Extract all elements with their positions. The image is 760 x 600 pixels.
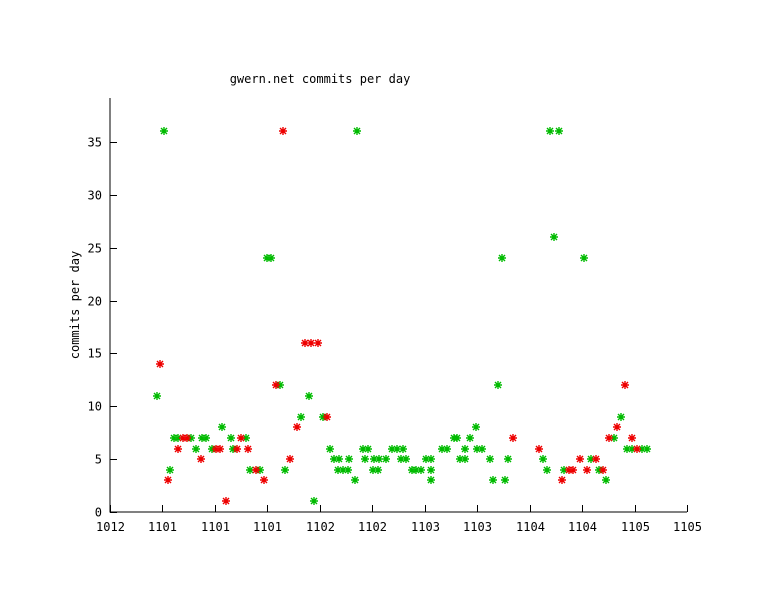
x-tick-label: 1102: [358, 520, 387, 534]
series-red-commits: [156, 127, 641, 505]
y-tick-label: 30: [88, 189, 102, 203]
y-tick-label: 10: [88, 400, 102, 414]
x-tick-label: 1101: [201, 520, 230, 534]
y-tick-label: 15: [88, 347, 102, 361]
x-tick-label: 1104: [516, 520, 545, 534]
x-tick-label: 1103: [463, 520, 492, 534]
chart-title: gwern.net commits per day: [229, 72, 411, 86]
x-tick-label: 1103: [411, 520, 440, 534]
x-tick-label: 1104: [568, 520, 597, 534]
x-tick-label: 1101: [253, 520, 282, 534]
series-green-commits: [153, 127, 651, 505]
x-tick-label: 1105: [621, 520, 650, 534]
x-tick-label: 1101: [148, 520, 177, 534]
y-tick-label: 35: [88, 136, 102, 150]
y-tick-label: 20: [88, 295, 102, 309]
x-tick-label: 1102: [306, 520, 335, 534]
y-tick-label: 0: [95, 506, 102, 520]
x-tick-label: 1012: [96, 520, 125, 534]
x-tick-label: 1105: [673, 520, 702, 534]
y-tick-label: 5: [95, 453, 102, 467]
y-tick-label: 25: [88, 242, 102, 256]
